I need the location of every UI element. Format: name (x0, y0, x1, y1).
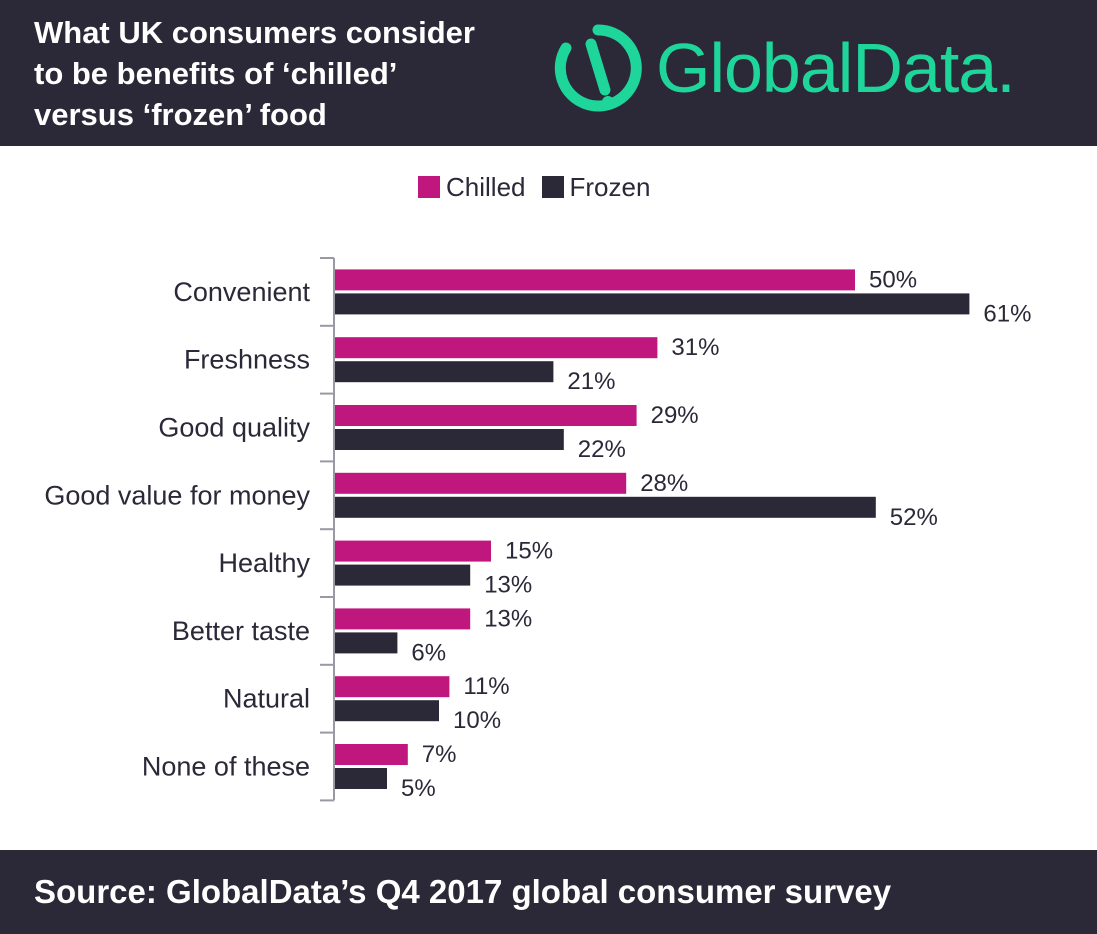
bar-chilled (335, 269, 855, 291)
logo-wordmark: GlobalData. (656, 29, 1016, 107)
bar-chilled (335, 405, 637, 426)
chart-legend: Chilled Frozen (418, 172, 666, 202)
data-label-frozen: 5% (401, 775, 436, 802)
data-label-chilled: 13% (484, 605, 532, 632)
bar-frozen (335, 564, 471, 586)
footer-banner: Source: GlobalData’s Q4 2017 global cons… (0, 850, 1097, 934)
bar-frozen (335, 632, 398, 654)
chart-title: What UK consumers consider to be benefit… (34, 15, 475, 132)
data-label-chilled: 11% (463, 673, 509, 700)
bar-chilled (335, 608, 471, 630)
data-label-chilled: 50% (869, 266, 917, 293)
logo-mark-icon (554, 24, 642, 112)
bar-chilled (335, 744, 408, 765)
legend-item-chilled: Chilled (418, 172, 526, 203)
data-label-chilled: 15% (505, 538, 553, 565)
data-label-frozen: 22% (578, 436, 626, 463)
category-label: Convenient (173, 277, 310, 307)
data-label-frozen: 6% (411, 639, 446, 666)
legend-swatch-chilled (418, 176, 440, 198)
bar-frozen (335, 496, 876, 518)
legend-label-chilled: Chilled (446, 171, 526, 202)
data-label-frozen: 21% (567, 368, 615, 395)
header-banner: What UK consumers consider to be benefit… (0, 0, 1097, 146)
legend-swatch-frozen (541, 176, 564, 198)
bar-frozen (335, 429, 564, 450)
bar-frozen (335, 361, 554, 383)
source-note: Source: GlobalData’s Q4 2017 global cons… (34, 873, 892, 910)
category-label: None of these (142, 752, 310, 782)
category-label: Good quality (158, 413, 310, 443)
bar-chilled (335, 472, 627, 494)
data-label-frozen: 52% (890, 504, 938, 531)
data-label-frozen: 61% (983, 300, 1031, 327)
category-label: Healthy (218, 548, 310, 578)
bar-frozen (335, 700, 439, 722)
data-label-chilled: 7% (422, 741, 457, 768)
legend-label-frozen: Frozen (569, 171, 651, 202)
data-label-chilled: 31% (671, 334, 719, 361)
data-label-frozen: 13% (484, 572, 532, 599)
bar-frozen (335, 293, 970, 315)
legend-item-frozen: Frozen (541, 171, 651, 203)
bar-frozen (335, 768, 387, 789)
category-label: Freshness (184, 345, 310, 375)
bar-chart: Convenient 50% 61% Freshness 31% 21% Good qual… (44, 257, 1031, 802)
data-label-frozen: 10% (453, 707, 501, 734)
globaldata-logo: GlobalData. (548, 18, 1088, 118)
category-label: Natural (223, 684, 310, 714)
bar-chilled (335, 676, 450, 698)
data-label-chilled: 29% (651, 402, 699, 429)
category-label: Better taste (172, 616, 310, 646)
bar-chilled (335, 337, 658, 359)
data-label-chilled: 28% (640, 470, 688, 497)
category-label: Good value for money (44, 480, 310, 510)
bar-chilled (335, 540, 491, 562)
